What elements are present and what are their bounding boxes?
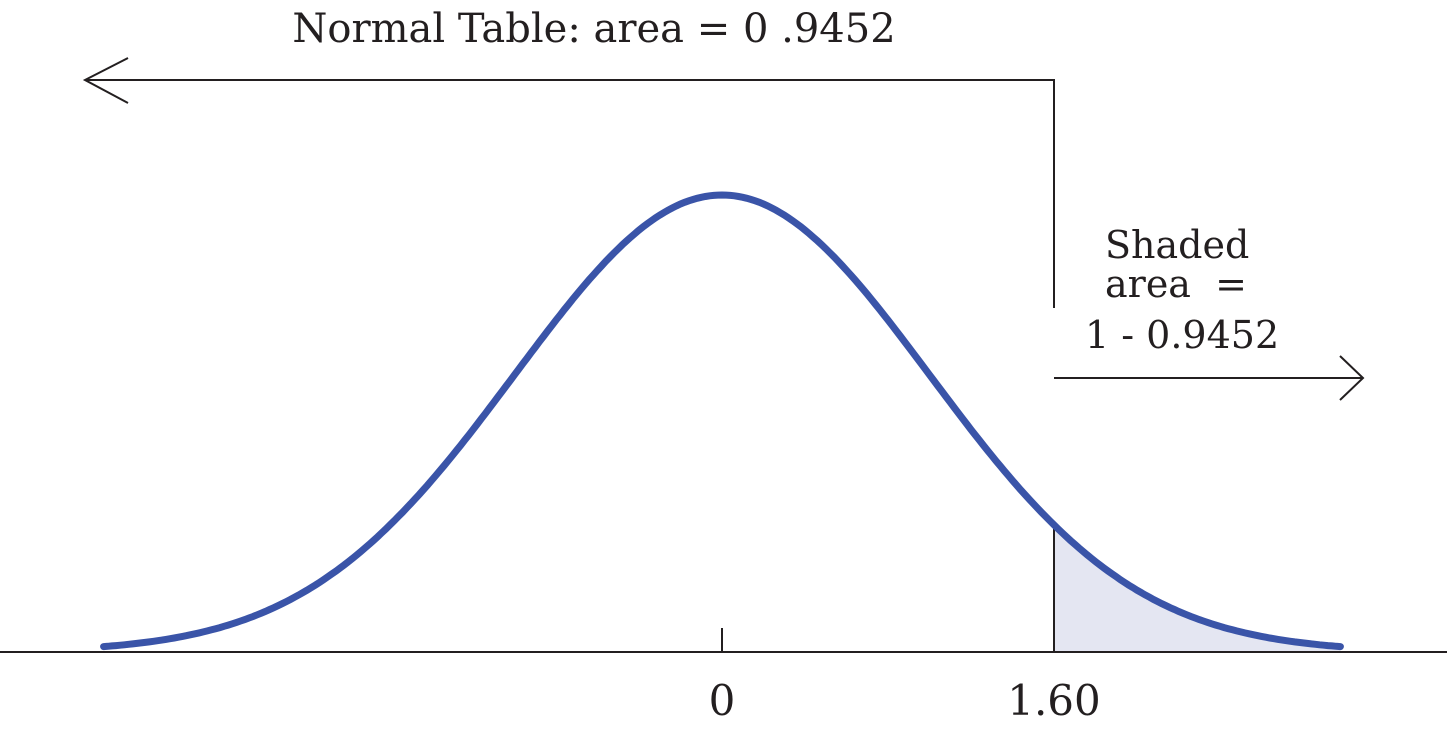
annotation-line-1: Shaded [1105, 223, 1249, 267]
shaded-right-tail-area [1054, 524, 1341, 652]
chart-title: Normal Table: area = 0 .9452 [292, 6, 895, 52]
tick-label-1-60: 1.60 [1007, 676, 1101, 725]
normal-curve [100, 191, 1344, 651]
annotation-line-2: area = [1105, 262, 1247, 306]
left-area-arrow [82, 57, 1055, 308]
annotation-line-3: 1 - 0.9452 [1085, 313, 1279, 357]
tick-label-0: 0 [709, 676, 736, 725]
right-area-arrow [1054, 355, 1365, 401]
